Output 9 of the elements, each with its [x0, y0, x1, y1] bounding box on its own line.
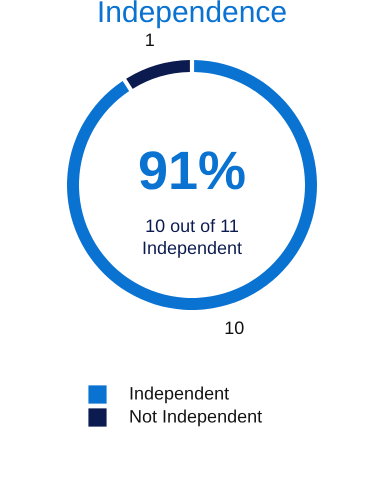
text: 91% [138, 141, 246, 201]
data-label: 1 [144, 30, 155, 50]
chart-title: Independence [96, 0, 288, 29]
donut-slice [67, 60, 317, 310]
text: 10 out of 11 Independent [142, 216, 242, 258]
legend-label: Independent [129, 384, 230, 404]
legend-label: Not Independent [129, 406, 262, 426]
data-label: 10 [224, 318, 244, 338]
donut-slice [126, 60, 190, 89]
